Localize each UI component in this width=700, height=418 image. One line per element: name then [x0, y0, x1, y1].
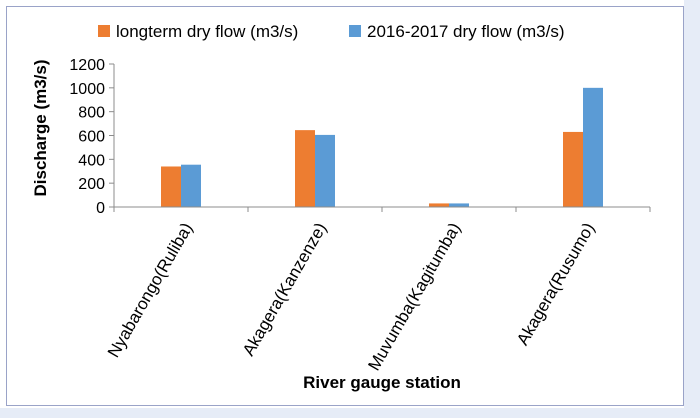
bar-longterm-3 [429, 203, 449, 207]
y-tick-label: 800 [78, 105, 105, 122]
legend-swatch [349, 25, 361, 37]
x-category-label: Akagera(Kanzenze) [239, 220, 331, 360]
bar-longterm-4 [563, 131, 583, 207]
bar-longterm-2 [295, 130, 315, 207]
y-axis: 0 200 400 600 800 1000 1200 [69, 57, 115, 217]
x-axis-title: River gauge station [303, 373, 461, 392]
x-category-label: Nyabarongo(Ruliba) [104, 220, 197, 361]
y-axis-title: Discharge (m3/s) [31, 60, 50, 197]
window-side-strip [684, 0, 700, 418]
legend-swatch [98, 25, 110, 37]
bar-2016-2017-4 [583, 87, 603, 207]
x-category-label: Muvumba(Kagitumba) [364, 220, 464, 374]
x-category-label: Akagera(Rusumo) [513, 220, 598, 349]
bar-2016-2017-3 [449, 203, 469, 207]
bar-longterm-1 [161, 166, 181, 207]
y-tick-label: 1200 [69, 57, 105, 74]
legend-label: longterm dry flow (m3/s) [116, 22, 298, 41]
bar-chart: longterm dry flow (m3/s) 2016-2017 dry fl… [31, 22, 651, 392]
bar-2016-2017-1 [181, 164, 201, 207]
legend: longterm dry flow (m3/s) 2016-2017 dry fl… [98, 22, 564, 41]
legend-label: 2016-2017 dry flow (m3/s) [367, 22, 564, 41]
window-bottom-strip [0, 408, 700, 418]
y-tick-label: 200 [78, 176, 105, 193]
y-tick-label: 0 [96, 200, 105, 217]
x-axis: Nyabarongo(Ruliba) Akagera(Kanzenze) Muvum… [104, 206, 651, 374]
bar-2016-2017-2 [315, 134, 335, 207]
y-tick-label: 400 [78, 152, 105, 169]
y-tick-label: 600 [78, 129, 105, 146]
bars [161, 87, 603, 207]
y-tick-label: 1000 [69, 81, 105, 98]
